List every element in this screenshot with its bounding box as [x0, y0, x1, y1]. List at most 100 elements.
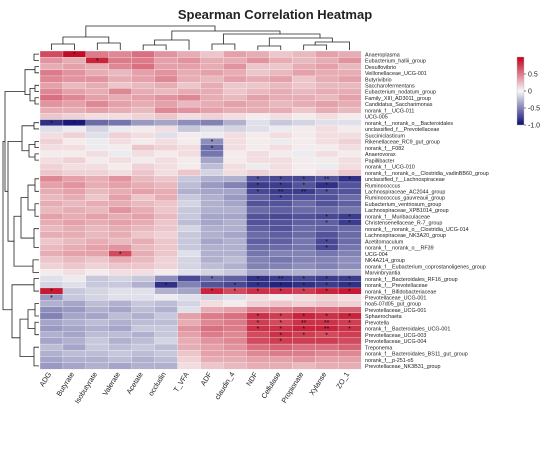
- heatmap-cell: [85, 325, 110, 332]
- heatmap-cell: [177, 156, 201, 164]
- row-label: norank_f__Bacteroidales_RF16_group: [365, 277, 458, 283]
- heatmap-cell: [269, 94, 293, 102]
- heatmap-cell: [337, 50, 362, 58]
- heatmap-cell: [131, 312, 155, 320]
- row-label: Acetitomaculum: [365, 239, 404, 245]
- row-label: Saccharofermentans: [365, 83, 415, 89]
- heatmap-cell: [131, 337, 155, 345]
- heatmap-cell: [200, 306, 224, 314]
- heatmap-cell: [177, 269, 201, 276]
- heatmap-cell: [337, 94, 362, 102]
- dendrogram-link: [13, 215, 33, 267]
- heatmap-cell: [177, 119, 201, 127]
- heatmap-cell: [246, 231, 270, 239]
- heatmap-cell: [39, 163, 64, 170]
- heatmap-cell: [62, 300, 87, 308]
- significance-star: *: [73, 52, 76, 59]
- heatmap-cell: [62, 200, 87, 208]
- dendrogram-link: [223, 33, 321, 44]
- heatmap-cell: [62, 294, 87, 301]
- heatmap-cell: [131, 275, 155, 283]
- heatmap-cell: [337, 63, 362, 71]
- significance-star: **: [301, 320, 307, 327]
- significance-star: **: [301, 189, 307, 196]
- heatmap-cell: [62, 138, 87, 145]
- heatmap-cell: [223, 206, 247, 214]
- heatmap-cell: [62, 225, 87, 233]
- heatmap-cell: [62, 100, 87, 108]
- significance-star: *: [348, 326, 351, 333]
- dendrogram-link: [171, 30, 281, 40]
- heatmap-cell: [246, 350, 270, 357]
- heatmap-cell: [131, 306, 155, 314]
- heatmap-cell: [39, 94, 64, 102]
- colorbar: 0.5 0 -0.5 -1.0: [516, 56, 540, 130]
- heatmap-cell: [62, 275, 87, 283]
- row-label: Ruminococcus_gauvreauii_group: [365, 196, 445, 202]
- heatmap-cell: [85, 318, 110, 326]
- chart-title: Spearman Correlation Heatmap: [178, 7, 372, 22]
- heatmap-cell: [246, 100, 270, 108]
- heatmap-cell: [85, 106, 110, 114]
- significance-star: *: [234, 289, 237, 296]
- significance-star: *: [279, 314, 282, 321]
- heatmap-cell: [246, 337, 270, 345]
- row-label: norank_f__norank_o__Clostridia_UCG-014: [365, 227, 469, 233]
- heatmap-cell: [314, 69, 339, 77]
- heatmap-cell: [131, 343, 155, 351]
- column-label: ZO_1: [334, 370, 351, 390]
- significance-marks: *** **** * * ** ** * * ** ** ** *** ** ***** * ** * * ** * *…: [50, 52, 351, 346]
- heatmap-cell: [223, 150, 247, 158]
- heatmap-cell: [39, 275, 64, 283]
- heatmap-cell: [108, 125, 133, 133]
- significance-star: *: [73, 120, 76, 127]
- heatmap-cell: [131, 138, 155, 145]
- heatmap-cell: [131, 362, 155, 370]
- heatmap-cell: [337, 82, 362, 89]
- heatmap-cell: [177, 219, 201, 226]
- heatmap-cell: [108, 106, 133, 114]
- heatmap-cell: [177, 343, 201, 351]
- dendrogram-link: [51, 43, 75, 50]
- heatmap-cell: [337, 356, 362, 364]
- heatmap-cell: [85, 163, 110, 170]
- dendrogram-link: [33, 122, 39, 130]
- heatmap-cell: [131, 194, 155, 202]
- heatmap-cell: [154, 256, 178, 264]
- heatmap-cell: [200, 169, 224, 177]
- heatmap-cell: [85, 287, 110, 295]
- heatmap-cell: [223, 362, 247, 370]
- significance-star: *: [302, 183, 305, 190]
- heatmap-cell: [337, 262, 362, 270]
- heatmap-cell: [177, 325, 201, 332]
- heatmap-cell: [154, 250, 178, 258]
- heatmap-cell: [154, 138, 178, 145]
- heatmap-cell: [223, 219, 247, 226]
- heatmap-cell: [85, 100, 110, 108]
- row-label: Candidatus_Saccharimonas: [365, 102, 433, 108]
- heatmap-cell: [200, 250, 224, 258]
- heatmap-cell: [200, 331, 224, 339]
- heatmap-cell: [62, 318, 87, 326]
- heatmap-cell: [85, 50, 110, 58]
- heatmap-cell: [200, 163, 224, 170]
- heatmap-cell: [269, 57, 293, 64]
- heatmap-cell: [108, 294, 133, 301]
- heatmap-cell: [154, 206, 178, 214]
- heatmap-cell: [177, 350, 201, 357]
- heatmap-cell: [62, 188, 87, 195]
- row-label: UCG-005: [365, 115, 388, 121]
- heatmap-cell: [85, 262, 110, 270]
- heatmap-cell: [62, 312, 87, 320]
- significance-star: *: [256, 282, 259, 289]
- heatmap-cell: [108, 350, 133, 357]
- heatmap-cell: [337, 69, 362, 77]
- column-label: Acetate: [124, 370, 145, 395]
- heatmap-cell: [200, 300, 224, 308]
- heatmap-cell: [337, 200, 362, 208]
- heatmap-cell: [269, 69, 293, 77]
- heatmap-cell: [314, 57, 339, 64]
- heatmap-cell: [108, 57, 133, 64]
- row-label: Eubacterium_ventriosum_group: [365, 202, 441, 208]
- heatmap-cell: [154, 63, 178, 71]
